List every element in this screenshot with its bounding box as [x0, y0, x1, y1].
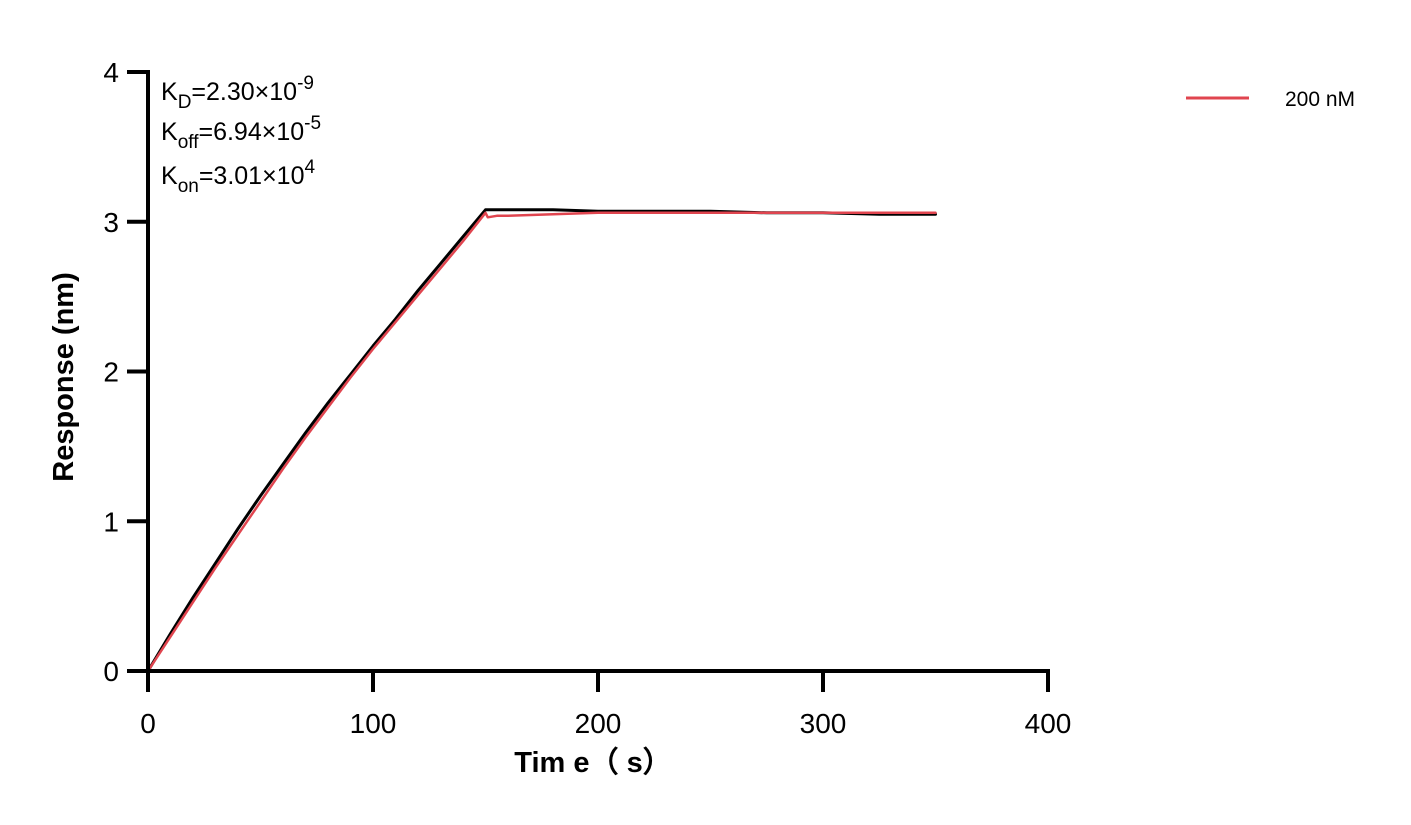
x-tick-label: 100 [350, 708, 397, 739]
legend-label: 200 nM [1285, 88, 1355, 111]
y-tick-label: 4 [103, 57, 119, 88]
x-tick-label: 0 [140, 708, 156, 739]
axis-ticks: 0 100 200 300 400 0 1 2 3 4 [103, 57, 1071, 739]
kinetic-constant-off: Koff=6.94×10-5 [161, 113, 321, 153]
y-tick-label: 0 [103, 656, 119, 687]
legend: 200 nM [1186, 88, 1355, 111]
y-tick-label: 1 [103, 506, 119, 537]
x-axis-title: Tim e（ s） [514, 746, 671, 779]
y-tick-label: 2 [103, 357, 119, 388]
kinetic-constant-d: KD=2.30×10-9 [161, 73, 314, 113]
x-tick-label: 300 [800, 708, 847, 739]
plot-curves [146, 208, 937, 673]
series-line-measured [146, 211, 937, 673]
y-tick-label: 3 [103, 207, 119, 238]
x-tick-label: 400 [1025, 708, 1072, 739]
series-line-fit [146, 208, 937, 673]
kinetic-constant-on: Kon=3.01×104 [161, 157, 316, 197]
y-axis-title: Response (nm) [48, 272, 80, 481]
x-tick-label: 200 [575, 708, 622, 739]
